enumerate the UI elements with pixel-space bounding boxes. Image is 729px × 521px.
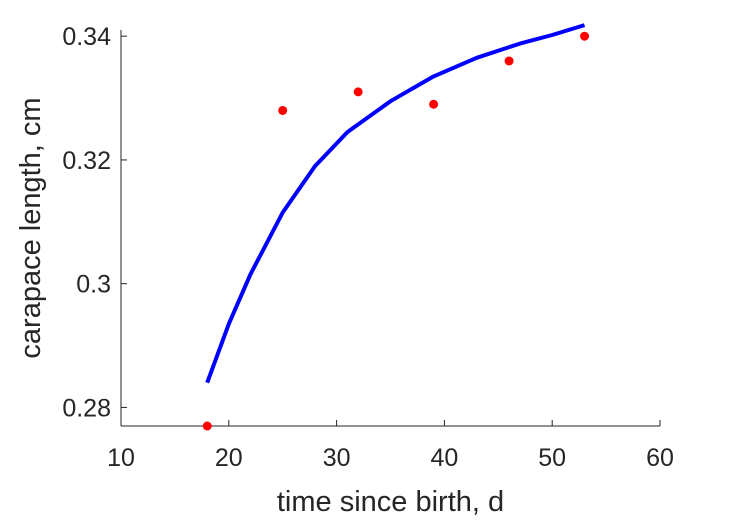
data-point — [429, 99, 439, 109]
y-axis-label: carapace length, cm — [15, 97, 47, 358]
fit-curve-layer — [205, 23, 586, 384]
data-point — [202, 421, 212, 431]
x-tick-label: 60 — [646, 444, 674, 472]
data-point — [278, 105, 288, 115]
x-axis-label: time since birth, d — [277, 486, 504, 518]
y-tick-label: 0.28 — [62, 394, 111, 422]
x-tick-label: 50 — [538, 444, 566, 472]
x-tick-label: 20 — [215, 444, 243, 472]
y-tick-label: 0.3 — [76, 271, 111, 299]
data-point — [580, 31, 590, 41]
x-tick-label: 10 — [107, 444, 135, 472]
y-tick-label: 0.32 — [62, 147, 111, 175]
data-point — [504, 56, 514, 66]
x-tick-label: 40 — [430, 444, 458, 472]
axes: 10 20 30 40 50 60 0.28 0.3 0.32 0.34 — [62, 23, 674, 472]
y-tick-label: 0.34 — [62, 23, 111, 51]
fit-curve — [205, 23, 586, 384]
x-tick-label: 30 — [323, 444, 351, 472]
data-points-layer — [202, 31, 590, 431]
data-point — [353, 87, 363, 97]
